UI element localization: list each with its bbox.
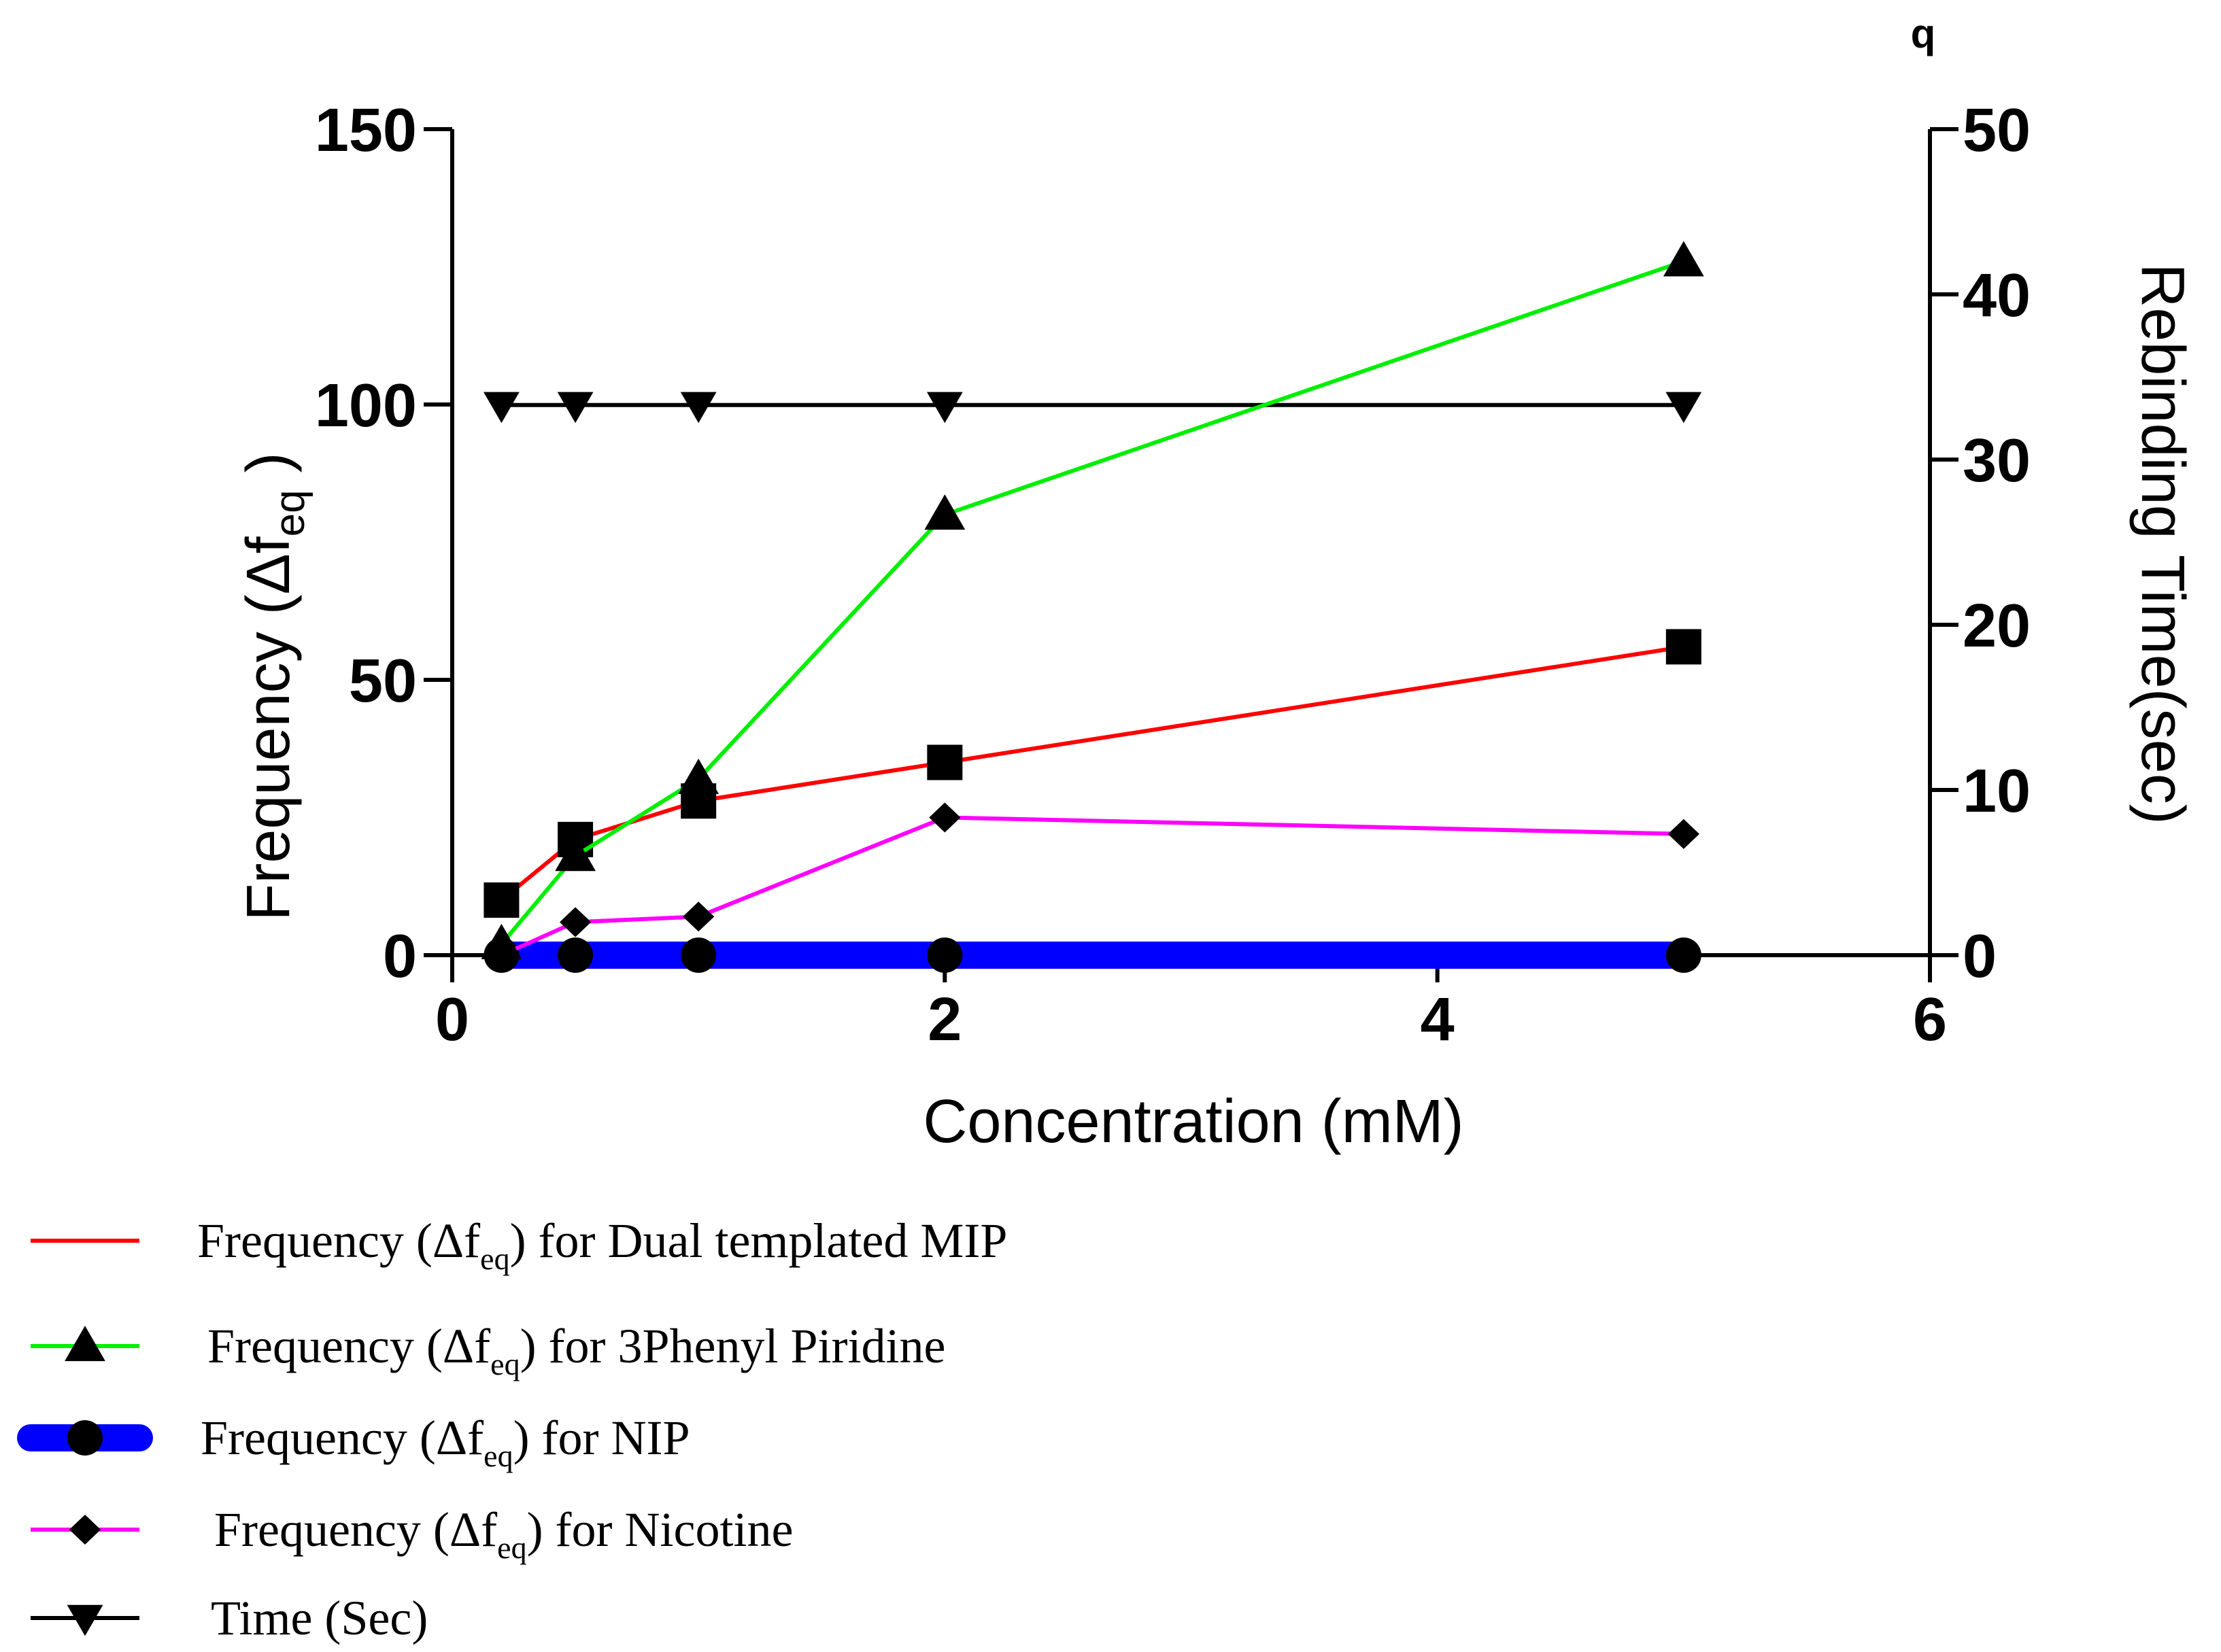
legend-label: Frequency (Δfeq) for NIP [201,1411,690,1473]
legend-label-rest: ) for 3Phenyl Piridine [520,1319,946,1373]
series-line [501,815,1684,957]
y2-tick-label: 40 [1963,262,2031,330]
data-point [558,937,594,973]
data-point [683,901,715,932]
data-point [927,937,963,973]
x-tick-label: 0 [435,986,469,1054]
data-point [557,392,594,424]
data-point [681,937,717,973]
y2-tick-label: 10 [1963,757,2031,825]
y2-tick-label: 0 [1963,923,1997,991]
legend-item: Frequency (Δfeq) for Nicotine [31,1502,793,1565]
data-point [929,802,961,833]
legend-label-sub: eq [480,1241,509,1276]
y2-axis-title: Rebinding Time(sec) [2129,263,2197,824]
data-point [924,494,966,530]
y-axis-title-close: ) [235,452,303,489]
data-point [1665,392,1702,424]
series-2 [484,937,1701,973]
legend-label-sub: eq [484,1439,513,1473]
series-line [500,259,1684,946]
legend-label-main: Frequency (Δf [197,1214,480,1268]
legend-swatch-marker [67,1420,103,1456]
data-point [481,923,522,959]
series-line [500,644,1684,902]
legend-label-main: Frequency (Δf [207,1319,490,1373]
y2-tick-label: 30 [1963,427,2031,495]
data-point [555,836,596,872]
legend-item: Frequency (Δfeq) for 3Phenyl Piridine [31,1319,946,1381]
y-tick-label: 150 [315,97,417,165]
data-point [1663,241,1704,277]
y-axis-title: Frequency (Δfeq ) [235,452,313,920]
x-tick-label: 2 [928,986,962,1054]
legend-label: Frequency (Δfeq) for Nicotine [214,1502,793,1565]
legend-label-rest: ) for NIP [513,1411,690,1465]
legend-label-main: Time (Sec) [211,1591,428,1645]
data-point [559,907,592,937]
legend-swatch-marker [65,1326,105,1362]
legend-label: Frequency (Δfeq) for Dual templated MIP [197,1214,1007,1276]
legend: Frequency (Δfeq) for Dual templated MIPF… [17,1214,1007,1645]
series-0 [484,629,1701,918]
data-point [927,744,963,780]
series-3 [486,802,1699,970]
x-axis-title: Concentration (mM) [923,1088,1463,1156]
legend-item: Time (Sec) [31,1591,428,1645]
y-axis-title-main: Frequency (Δf [235,536,303,920]
y2-tick-label: 20 [1963,592,2031,660]
y-tick-label: 100 [315,372,417,440]
y-tick-label: 50 [349,647,417,715]
legend-label-main: Frequency (Δf [201,1411,484,1465]
data-point [1667,819,1699,849]
data-point [926,392,963,424]
data-point [1665,937,1701,973]
series-1 [481,241,1704,959]
legend-label: Time (Sec) [211,1591,428,1645]
y2-tick-label: 50 [1963,97,2031,165]
data-point [484,882,520,918]
legend-label-rest: ) for Dual templated MIP [510,1214,1008,1268]
axes: 0 50 100 150 0 10 20 30 40 50 0 2 4 6 [315,97,2031,1054]
legend-item: Frequency (Δfeq) for Dual templated MIP [31,1214,1007,1276]
series-layer [481,241,1704,973]
data-point [680,392,717,424]
legend-label-sub: eq [497,1530,526,1565]
y-tick-label: 0 [383,923,417,991]
legend-label: Frequency (Δfeq) for 3Phenyl Piridine [207,1319,946,1381]
x-tick-label: 4 [1421,986,1455,1054]
legend-item: Frequency (Δfeq) for NIP [17,1411,690,1473]
series-4 [484,392,1702,424]
legend-label-rest: ) for Nicotine [527,1502,794,1557]
x-tick-label: 6 [1913,986,1947,1054]
legend-swatch-marker [69,1515,101,1545]
data-point [678,758,719,794]
legend-swatch-marker [67,1604,103,1636]
y-axis-title-sub: eq [267,489,313,536]
data-point [1665,629,1701,665]
legend-label-sub: eq [490,1347,520,1381]
corner-mark: q [1911,11,1936,56]
data-point [484,392,520,424]
legend-label-main: Frequency (Δf [214,1502,497,1557]
